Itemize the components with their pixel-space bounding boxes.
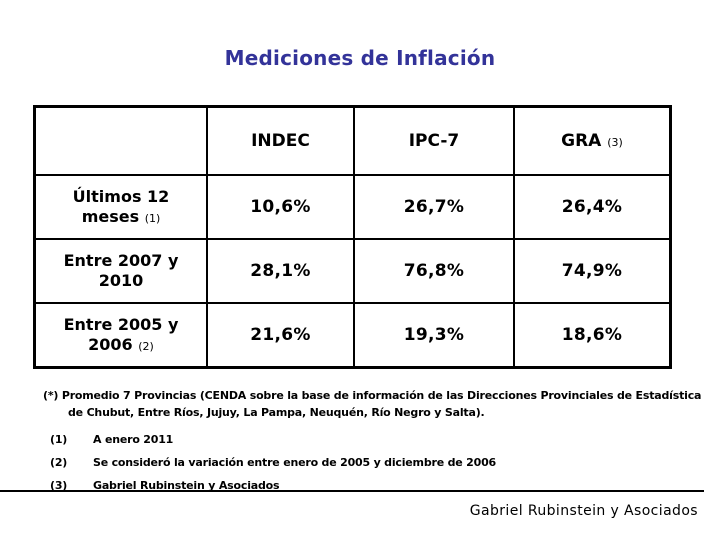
- footnote-star: (*) Promedio 7 Provincias (CENDA sobre l…: [43, 389, 702, 419]
- footnote-marker: (3): [50, 479, 68, 492]
- header-gra-label: GRA: [561, 131, 602, 151]
- footer-credit: Gabriel Rubinstein y Asociados: [469, 503, 698, 519]
- footnote-marker: (1): [50, 433, 68, 446]
- value-cell: 10,6%: [206, 174, 355, 240]
- value-cell: 26,7%: [353, 174, 515, 240]
- table-header-row: INDEC IPC-7 GRA (3): [33, 105, 672, 176]
- table-row: Entre 2005 y 2006 (2) 21,6% 19,3% 18,6%: [33, 302, 672, 369]
- footnotes: (*) Promedio 7 Provincias (CENDA sobre l…: [43, 388, 707, 495]
- header-cell-indec: INDEC: [206, 105, 355, 176]
- page-title: Mediciones de Inflación: [224, 46, 496, 70]
- row-label-text: Entre 2007 y 2010: [63, 251, 179, 290]
- footnote-3: (3) Gabriel Rubinstein y Asociados: [50, 478, 707, 495]
- value-cell: 28,1%: [206, 238, 355, 304]
- row-footnote-ref: (2): [138, 340, 154, 353]
- table-row: Entre 2007 y 2010 28,1% 76,8% 74,9%: [33, 238, 672, 304]
- value-cell: 26,4%: [513, 174, 672, 240]
- row-label-cell: Entre 2007 y 2010: [33, 238, 208, 304]
- footnote-1: (1) A enero 2011: [50, 432, 707, 449]
- value-cell: 21,6%: [206, 302, 355, 369]
- row-label-cell: Últimos 12 meses (1): [33, 174, 208, 240]
- row-footnote-ref: (1): [144, 212, 161, 225]
- value-cell: 76,8%: [353, 238, 515, 304]
- header-cell-ipc7: IPC-7: [353, 105, 515, 176]
- inflation-table: INDEC IPC-7 GRA (3) Últimos 12 meses (1)…: [33, 105, 672, 369]
- footnote-text: A enero 2011: [93, 433, 174, 446]
- header-gra-footnote-ref: (3): [607, 136, 623, 149]
- row-label: Entre 2005 y 2006 (2): [55, 315, 187, 355]
- row-label: Últimos 12 meses (1): [55, 187, 187, 227]
- value-cell: 19,3%: [353, 302, 515, 369]
- footnote-2: (2) Se consideró la variación entre ener…: [50, 455, 707, 472]
- footnote-text: Se consideró la variación entre enero de…: [93, 455, 496, 469]
- row-label-cell: Entre 2005 y 2006 (2): [33, 302, 208, 369]
- header-cell-blank: [33, 105, 208, 176]
- value-cell: 18,6%: [513, 302, 672, 369]
- header-cell-gra: GRA (3): [513, 105, 672, 176]
- footnote-text: Gabriel Rubinstein y Asociados: [93, 479, 280, 492]
- row-label-text: Entre 2005 y 2006: [63, 315, 179, 354]
- footnote-marker: (2): [50, 455, 68, 469]
- divider-line: [0, 490, 704, 492]
- table-row: Últimos 12 meses (1) 10,6% 26,7% 26,4%: [33, 174, 672, 240]
- row-label: Entre 2007 y 2010: [55, 251, 187, 291]
- row-label-text: Últimos 12 meses: [72, 187, 170, 226]
- value-cell: 74,9%: [513, 238, 672, 304]
